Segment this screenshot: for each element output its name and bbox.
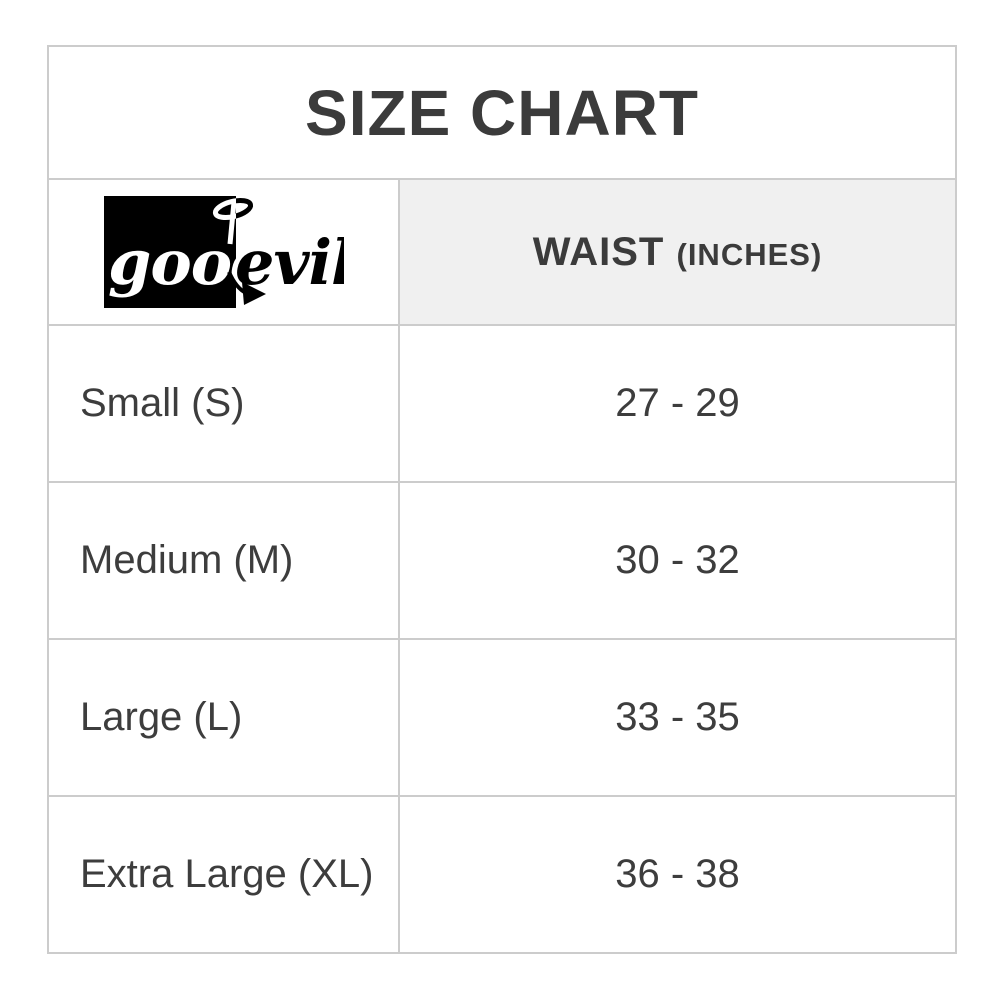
waist-value: 36 - 38 — [398, 795, 957, 954]
devil-tail-arrow-icon — [226, 271, 266, 305]
brand-cell: good evil — [47, 178, 400, 326]
waist-header-unit: (INCHES) — [676, 236, 823, 272]
waist-header: WAIST (INCHES) — [398, 178, 957, 326]
size-label: Small (S) — [47, 324, 400, 483]
table-row: Small (S) 27 - 29 — [47, 324, 957, 483]
logo-text-evil: evil — [235, 226, 344, 299]
page-title: SIZE CHART — [47, 45, 957, 180]
waist-value: 30 - 32 — [398, 481, 957, 640]
waist-header-label: WAIST — [532, 229, 665, 274]
title-row: SIZE CHART — [47, 45, 957, 180]
waist-value: 33 - 35 — [398, 638, 957, 797]
table-row: Large (L) 33 - 35 — [47, 638, 957, 797]
header-row: good evil WAIST (INCHES) — [47, 178, 957, 326]
waist-value: 27 - 29 — [398, 324, 957, 483]
size-label: Large (L) — [47, 638, 400, 797]
table-row: Medium (M) 30 - 32 — [47, 481, 957, 640]
halo-icon-inner — [212, 198, 236, 245]
goodevil-logo: good evil — [103, 196, 344, 308]
size-label: Extra Large (XL) — [47, 795, 400, 954]
size-label: Medium (M) — [47, 481, 400, 640]
table-row: Extra Large (XL) 36 - 38 — [47, 795, 957, 954]
size-chart-table: SIZE CHART — [47, 45, 957, 954]
